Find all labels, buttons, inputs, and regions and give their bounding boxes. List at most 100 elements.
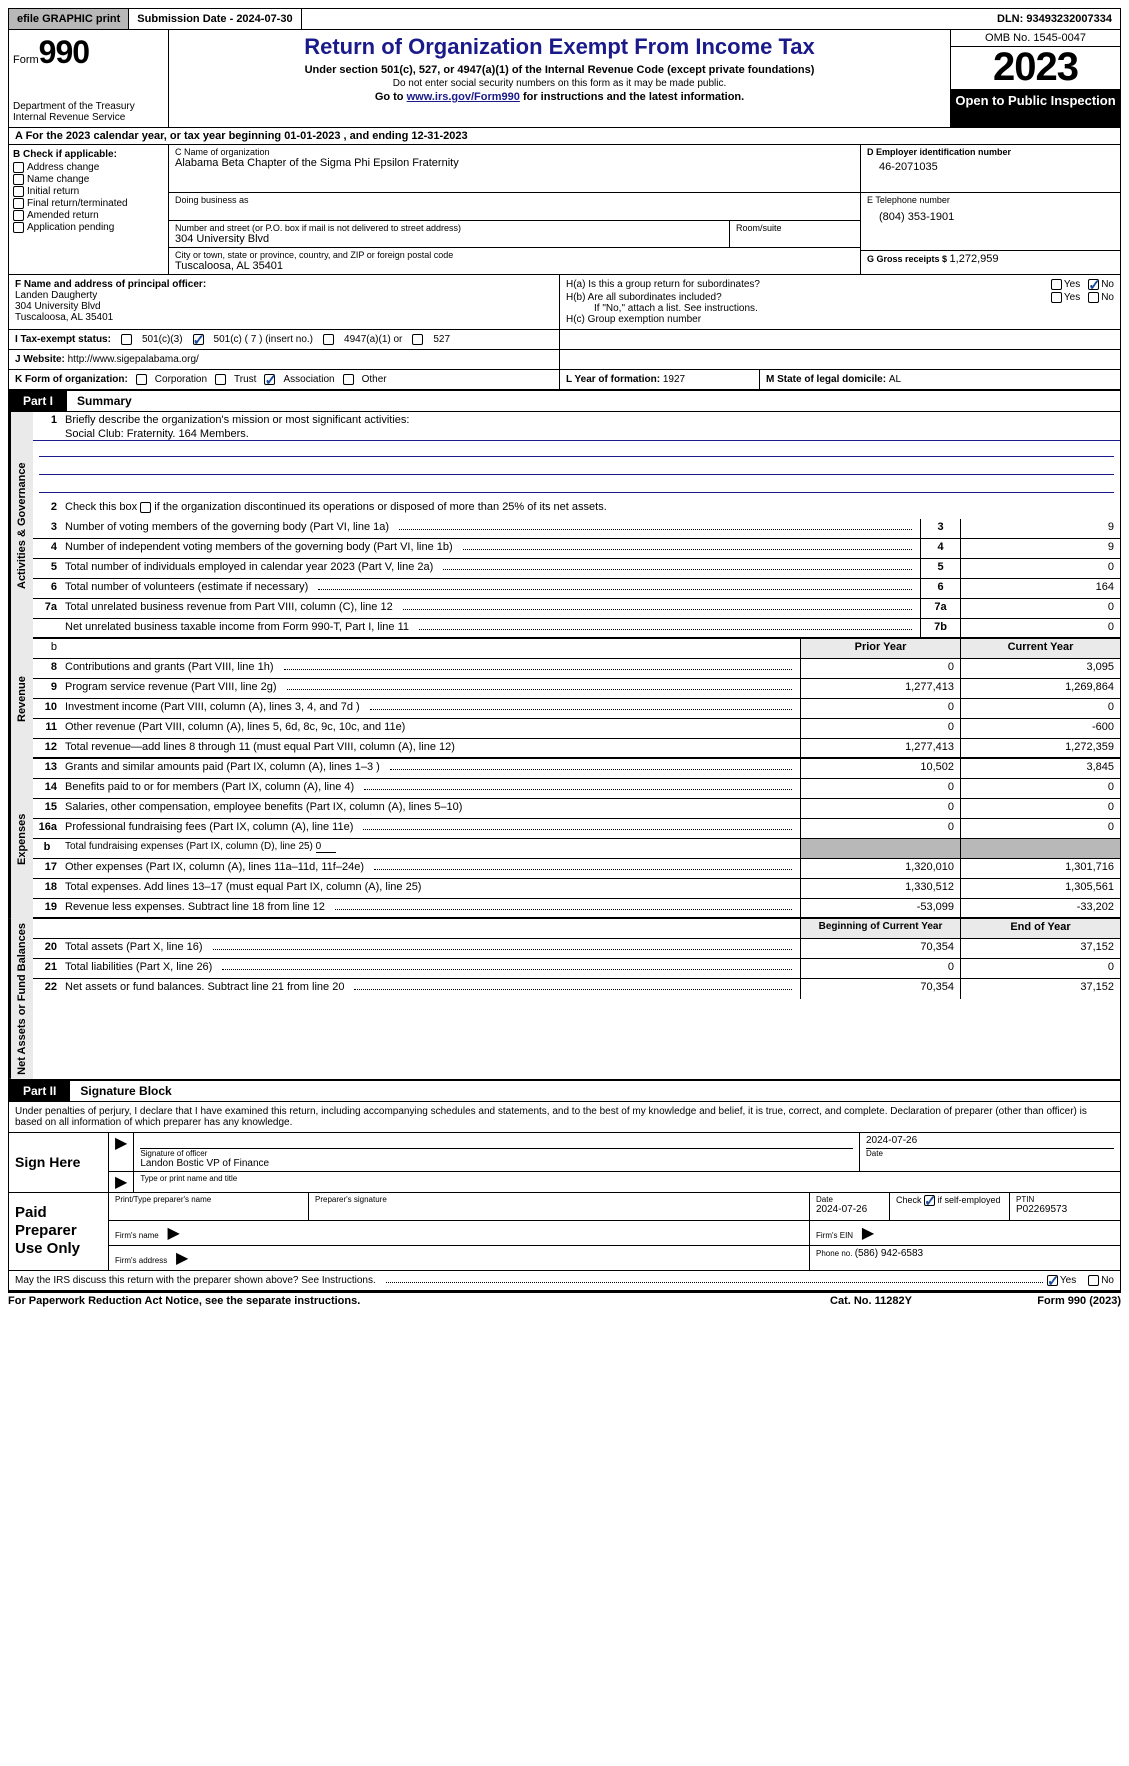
chk-501c[interactable] — [193, 334, 204, 345]
chk-4947[interactable] — [323, 334, 334, 345]
val-19c: -33,202 — [960, 899, 1120, 917]
form-ref: Form 990 (2023) — [961, 1295, 1121, 1307]
form-subtitle-2: Do not enter social security numbers on … — [177, 78, 942, 89]
paperwork-notice: For Paperwork Reduction Act Notice, see … — [8, 1295, 781, 1307]
val-5: 0 — [960, 559, 1120, 578]
chk-corp[interactable] — [136, 374, 147, 385]
room-label: Room/suite — [736, 223, 854, 233]
arrow-icon: ▶ — [856, 1225, 880, 1242]
val-14p: 0 — [800, 779, 960, 798]
chk-hb-no[interactable] — [1088, 292, 1099, 303]
chk-amended[interactable] — [13, 210, 24, 221]
gross-receipts-value: 1,272,959 — [950, 253, 999, 265]
val-8c: 3,095 — [960, 659, 1120, 678]
arrow-icon: ▶ — [162, 1225, 186, 1242]
cat-no: Cat. No. 11282Y — [781, 1295, 961, 1307]
hb-label: H(b) Are all subordinates included? — [566, 292, 1051, 303]
val-21p: 0 — [800, 959, 960, 978]
chk-self-employed[interactable] — [924, 1195, 935, 1206]
val-22p: 70,354 — [800, 979, 960, 999]
summary-revenue: Revenue bPrior YearCurrent Year 8Contrib… — [8, 639, 1121, 759]
form-goto: Go to www.irs.gov/Form990 for instructio… — [177, 91, 942, 103]
chk-ha-no[interactable] — [1088, 279, 1099, 290]
phone-value: (804) 353-1901 — [867, 205, 1114, 223]
chk-trust[interactable] — [215, 374, 226, 385]
val-4: 9 — [960, 539, 1120, 558]
val-7a: 0 — [960, 599, 1120, 618]
side-net-assets: Net Assets or Fund Balances — [9, 919, 33, 1079]
irs-link[interactable]: www.irs.gov/Form990 — [407, 91, 520, 103]
officer-signature-name: Landon Bostic VP of Finance — [140, 1158, 853, 1169]
val-7b: 0 — [960, 619, 1120, 637]
officer-addr2: Tuscaloosa, AL 35401 — [15, 312, 553, 323]
val-13p: 10,502 — [800, 759, 960, 778]
summary-expenses: Expenses 13Grants and similar amounts pa… — [8, 759, 1121, 919]
val-10p: 0 — [800, 699, 960, 718]
val-13c: 3,845 — [960, 759, 1120, 778]
val-20c: 37,152 — [960, 939, 1120, 958]
val-11c: -600 — [960, 719, 1120, 738]
dln-number: DLN: 93493232007334 — [989, 11, 1120, 27]
ha-label: H(a) Is this a group return for subordin… — [566, 279, 1051, 290]
dba-label: Doing business as — [175, 195, 854, 205]
form-header: Form990 Department of the Treasury Inter… — [8, 30, 1121, 128]
officer-label: F Name and address of principal officer: — [15, 279, 553, 290]
box-b-label: B Check if applicable: — [13, 149, 164, 160]
paid-preparer-label: Paid Preparer Use Only — [9, 1193, 109, 1270]
street-label: Number and street (or P.O. box if mail i… — [175, 223, 723, 233]
tax-year: 2023 — [951, 47, 1120, 89]
sign-here-label: Sign Here — [9, 1133, 109, 1192]
val-11p: 0 — [800, 719, 960, 738]
summary-activities: Activities & Governance 1 Briefly descri… — [8, 412, 1121, 639]
city-state-zip: Tuscaloosa, AL 35401 — [175, 260, 854, 272]
prep-date: 2024-07-26 — [816, 1204, 883, 1215]
ein-label: D Employer identification number — [867, 147, 1114, 157]
val-3: 9 — [960, 519, 1120, 538]
val-8p: 0 — [800, 659, 960, 678]
part-i-header: Part I Summary — [8, 390, 1121, 412]
val-16ac: 0 — [960, 819, 1120, 838]
officer-name: Landen Daugherty — [15, 290, 553, 301]
chk-discuss-no[interactable] — [1088, 1275, 1099, 1286]
chk-assoc[interactable] — [264, 374, 275, 385]
val-18p: 1,330,512 — [800, 879, 960, 898]
val-12p: 1,277,413 — [800, 739, 960, 757]
val-12c: 1,272,359 — [960, 739, 1120, 757]
gross-receipts-label: G Gross receipts $ — [867, 254, 950, 264]
perjury-declaration: Under penalties of perjury, I declare th… — [9, 1102, 1120, 1133]
val-17p: 1,320,010 — [800, 859, 960, 878]
year-formation: 1927 — [663, 374, 685, 385]
chk-hb-yes[interactable] — [1051, 292, 1062, 303]
prep-phone: (586) 942-6583 — [855, 1248, 923, 1259]
ptin-value: P02269573 — [1016, 1204, 1114, 1215]
val-16b: 0 — [316, 841, 336, 853]
val-15p: 0 — [800, 799, 960, 818]
sig-date-value: 2024-07-26 — [866, 1135, 1114, 1149]
side-activities: Activities & Governance — [9, 412, 33, 639]
chk-discontinued[interactable] — [140, 502, 151, 513]
street-address: 304 University Blvd — [175, 233, 723, 245]
chk-527[interactable] — [412, 334, 423, 345]
chk-name-change[interactable] — [13, 174, 24, 185]
chk-address-change[interactable] — [13, 162, 24, 173]
chk-final-return[interactable] — [13, 198, 24, 209]
may-irs-discuss: May the IRS discuss this return with the… — [9, 1271, 1120, 1290]
val-15c: 0 — [960, 799, 1120, 818]
efile-print-button[interactable]: efile GRAPHIC print — [9, 9, 129, 29]
chk-app-pending[interactable] — [13, 222, 24, 233]
side-revenue: Revenue — [9, 639, 33, 759]
chk-ha-yes[interactable] — [1051, 279, 1062, 290]
city-label: City or town, state or province, country… — [175, 250, 854, 260]
chk-other[interactable] — [343, 374, 354, 385]
chk-501c3[interactable] — [121, 334, 132, 345]
website-url: http://www.sigepalabama.org/ — [68, 354, 199, 365]
val-9p: 1,277,413 — [800, 679, 960, 698]
dept-treasury: Department of the Treasury Internal Reve… — [13, 101, 164, 123]
line-1-label: Briefly describe the organization's miss… — [61, 412, 1120, 428]
val-21c: 0 — [960, 959, 1120, 978]
chk-initial-return[interactable] — [13, 186, 24, 197]
form-number: Form990 — [13, 34, 164, 71]
val-22c: 37,152 — [960, 979, 1120, 999]
chk-discuss-yes[interactable] — [1047, 1275, 1058, 1286]
summary-net-assets: Net Assets or Fund Balances Beginning of… — [8, 919, 1121, 1080]
